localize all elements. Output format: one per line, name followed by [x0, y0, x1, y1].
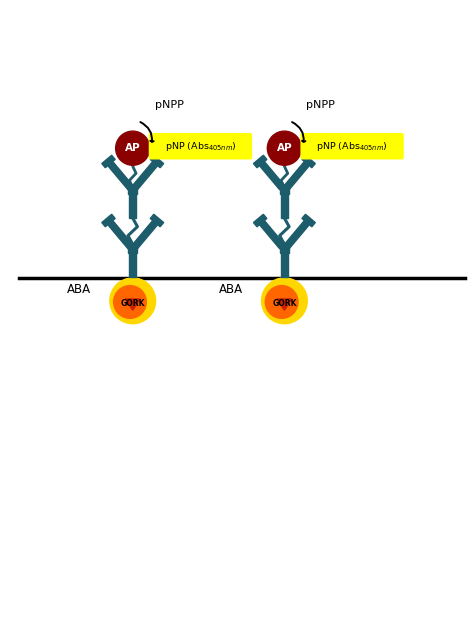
Polygon shape [277, 299, 292, 310]
Bar [128, 245, 137, 253]
Circle shape [116, 131, 150, 165]
Circle shape [265, 286, 298, 319]
Bar [280, 245, 289, 253]
Polygon shape [106, 159, 133, 190]
Bar [128, 186, 137, 193]
Text: ABA: ABA [67, 283, 91, 296]
Polygon shape [132, 219, 159, 249]
Polygon shape [302, 155, 315, 167]
Circle shape [267, 131, 301, 165]
Text: pNPP: pNPP [155, 100, 183, 110]
FancyBboxPatch shape [149, 133, 252, 159]
Polygon shape [302, 214, 315, 227]
Polygon shape [254, 155, 267, 167]
FancyBboxPatch shape [301, 133, 404, 159]
Polygon shape [254, 214, 267, 227]
Bar [281, 249, 288, 277]
Polygon shape [150, 214, 164, 227]
Text: AP: AP [125, 143, 140, 153]
Text: ABA: ABA [219, 283, 243, 296]
Polygon shape [150, 155, 164, 167]
Polygon shape [258, 159, 285, 190]
Polygon shape [284, 219, 311, 249]
Circle shape [262, 278, 307, 324]
Polygon shape [102, 155, 115, 167]
Text: GORK: GORK [120, 298, 145, 308]
Polygon shape [284, 159, 311, 190]
Bar [280, 186, 289, 193]
Polygon shape [102, 214, 115, 227]
Polygon shape [258, 219, 285, 249]
Circle shape [110, 278, 155, 324]
Circle shape [114, 286, 146, 319]
Text: pNP (Abs$_{405nm}$): pNP (Abs$_{405nm}$) [164, 140, 236, 153]
Bar [129, 190, 137, 218]
Bar [281, 190, 288, 218]
Polygon shape [125, 299, 140, 310]
Polygon shape [132, 159, 159, 190]
Text: AP: AP [277, 143, 292, 153]
Text: pNPP: pNPP [306, 100, 335, 110]
Text: GORK: GORK [272, 298, 297, 308]
Text: pNP (Abs$_{405nm}$): pNP (Abs$_{405nm}$) [316, 140, 388, 153]
Polygon shape [106, 219, 133, 249]
Bar [129, 249, 137, 277]
